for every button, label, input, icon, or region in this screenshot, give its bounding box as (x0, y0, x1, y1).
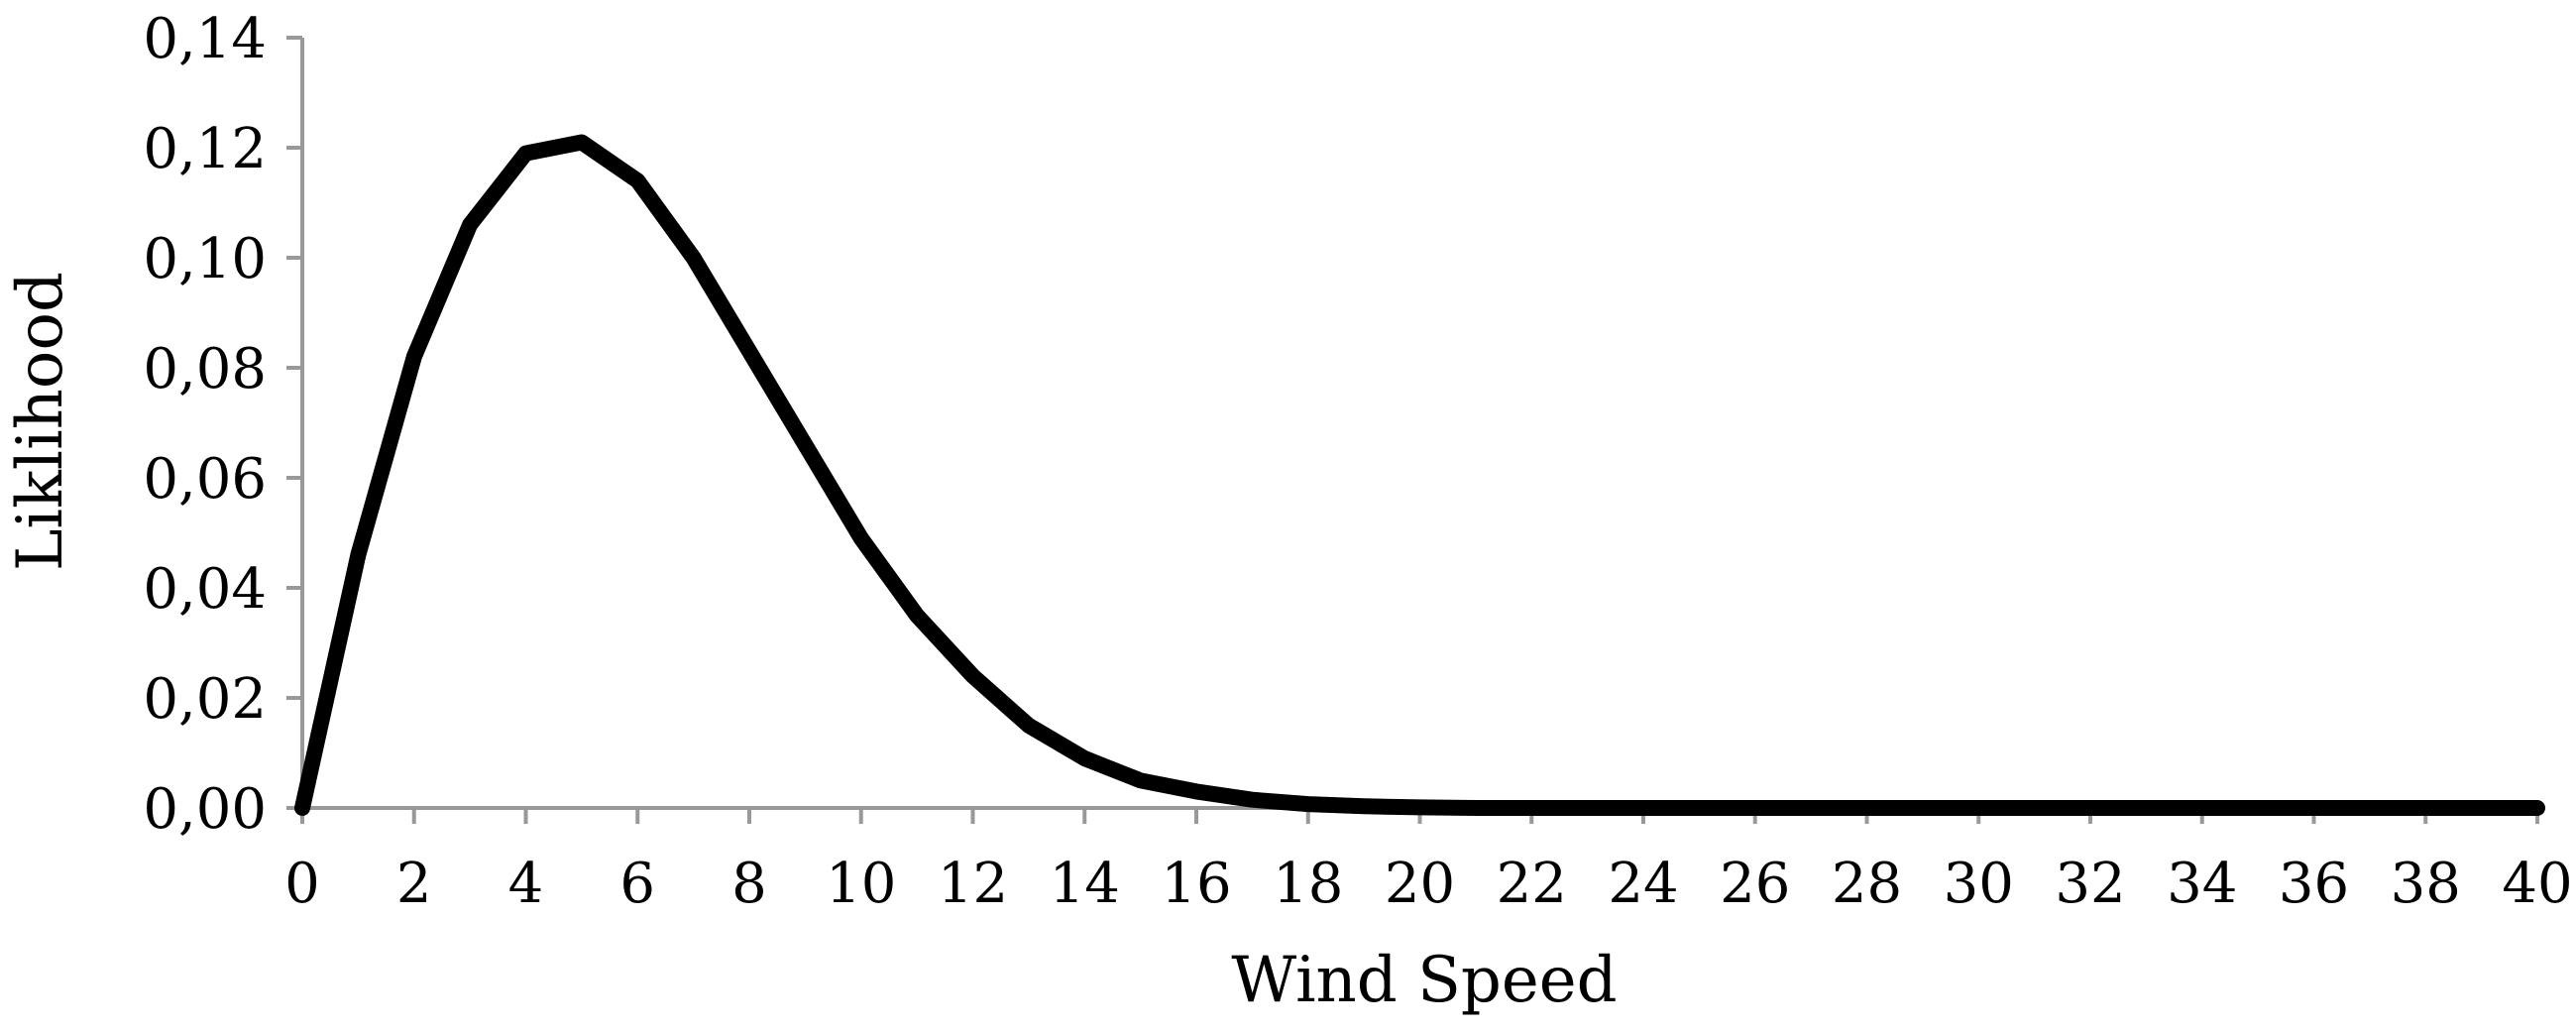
y-tick-label: 0,02 (143, 667, 267, 732)
y-axis: 0,00 0,02 0,04 0,06 0,08 0,10 0,12 0,14 (143, 7, 304, 842)
x-tick-label: 28 (1832, 852, 1902, 916)
y-tick-label: 0,10 (143, 227, 267, 291)
x-tick-label: 6 (619, 852, 655, 916)
y-tick-label: 0,06 (143, 447, 267, 512)
x-tick-label: 18 (1273, 852, 1343, 916)
x-tick-label: 30 (1944, 852, 2014, 916)
x-tick-label: 26 (1720, 852, 1790, 916)
x-axis: 0 2 4 6 8 10 12 14 16 18 20 22 24 26 28 30 32 34 36 38 40 (284, 806, 2573, 916)
y-tick-label: 0,12 (143, 117, 267, 181)
x-tick-label: 8 (731, 852, 767, 916)
x-tick-label: 24 (1608, 852, 1678, 916)
x-tick-label: 34 (2167, 852, 2237, 916)
series-line (294, 134, 2545, 816)
x-tick-label: 14 (1050, 852, 1120, 916)
x-tick-label: 12 (938, 852, 1008, 916)
x-tick-label: 10 (826, 852, 896, 916)
y-axis-title: Liklihood (4, 272, 77, 571)
x-tick-label: 2 (396, 852, 432, 916)
x-tick-label: 16 (1161, 852, 1231, 916)
y-tick-label: 0,00 (143, 777, 267, 842)
x-tick-label: 40 (2502, 852, 2572, 916)
x-tick-label: 36 (2279, 852, 2349, 916)
series-group (294, 134, 2545, 816)
y-tick-label: 0,14 (143, 7, 267, 71)
x-axis-title: Wind Speed (1231, 944, 1617, 1017)
x-tick-label: 38 (2391, 852, 2461, 916)
x-tick-label: 20 (1385, 852, 1455, 916)
y-tick-label: 0,04 (143, 557, 267, 622)
x-tick-label: 0 (284, 852, 320, 916)
x-tick-label: 4 (508, 852, 544, 916)
x-tick-label: 32 (2055, 852, 2125, 916)
y-tick-label: 0,08 (143, 337, 267, 402)
x-tick-label: 22 (1497, 852, 1567, 916)
